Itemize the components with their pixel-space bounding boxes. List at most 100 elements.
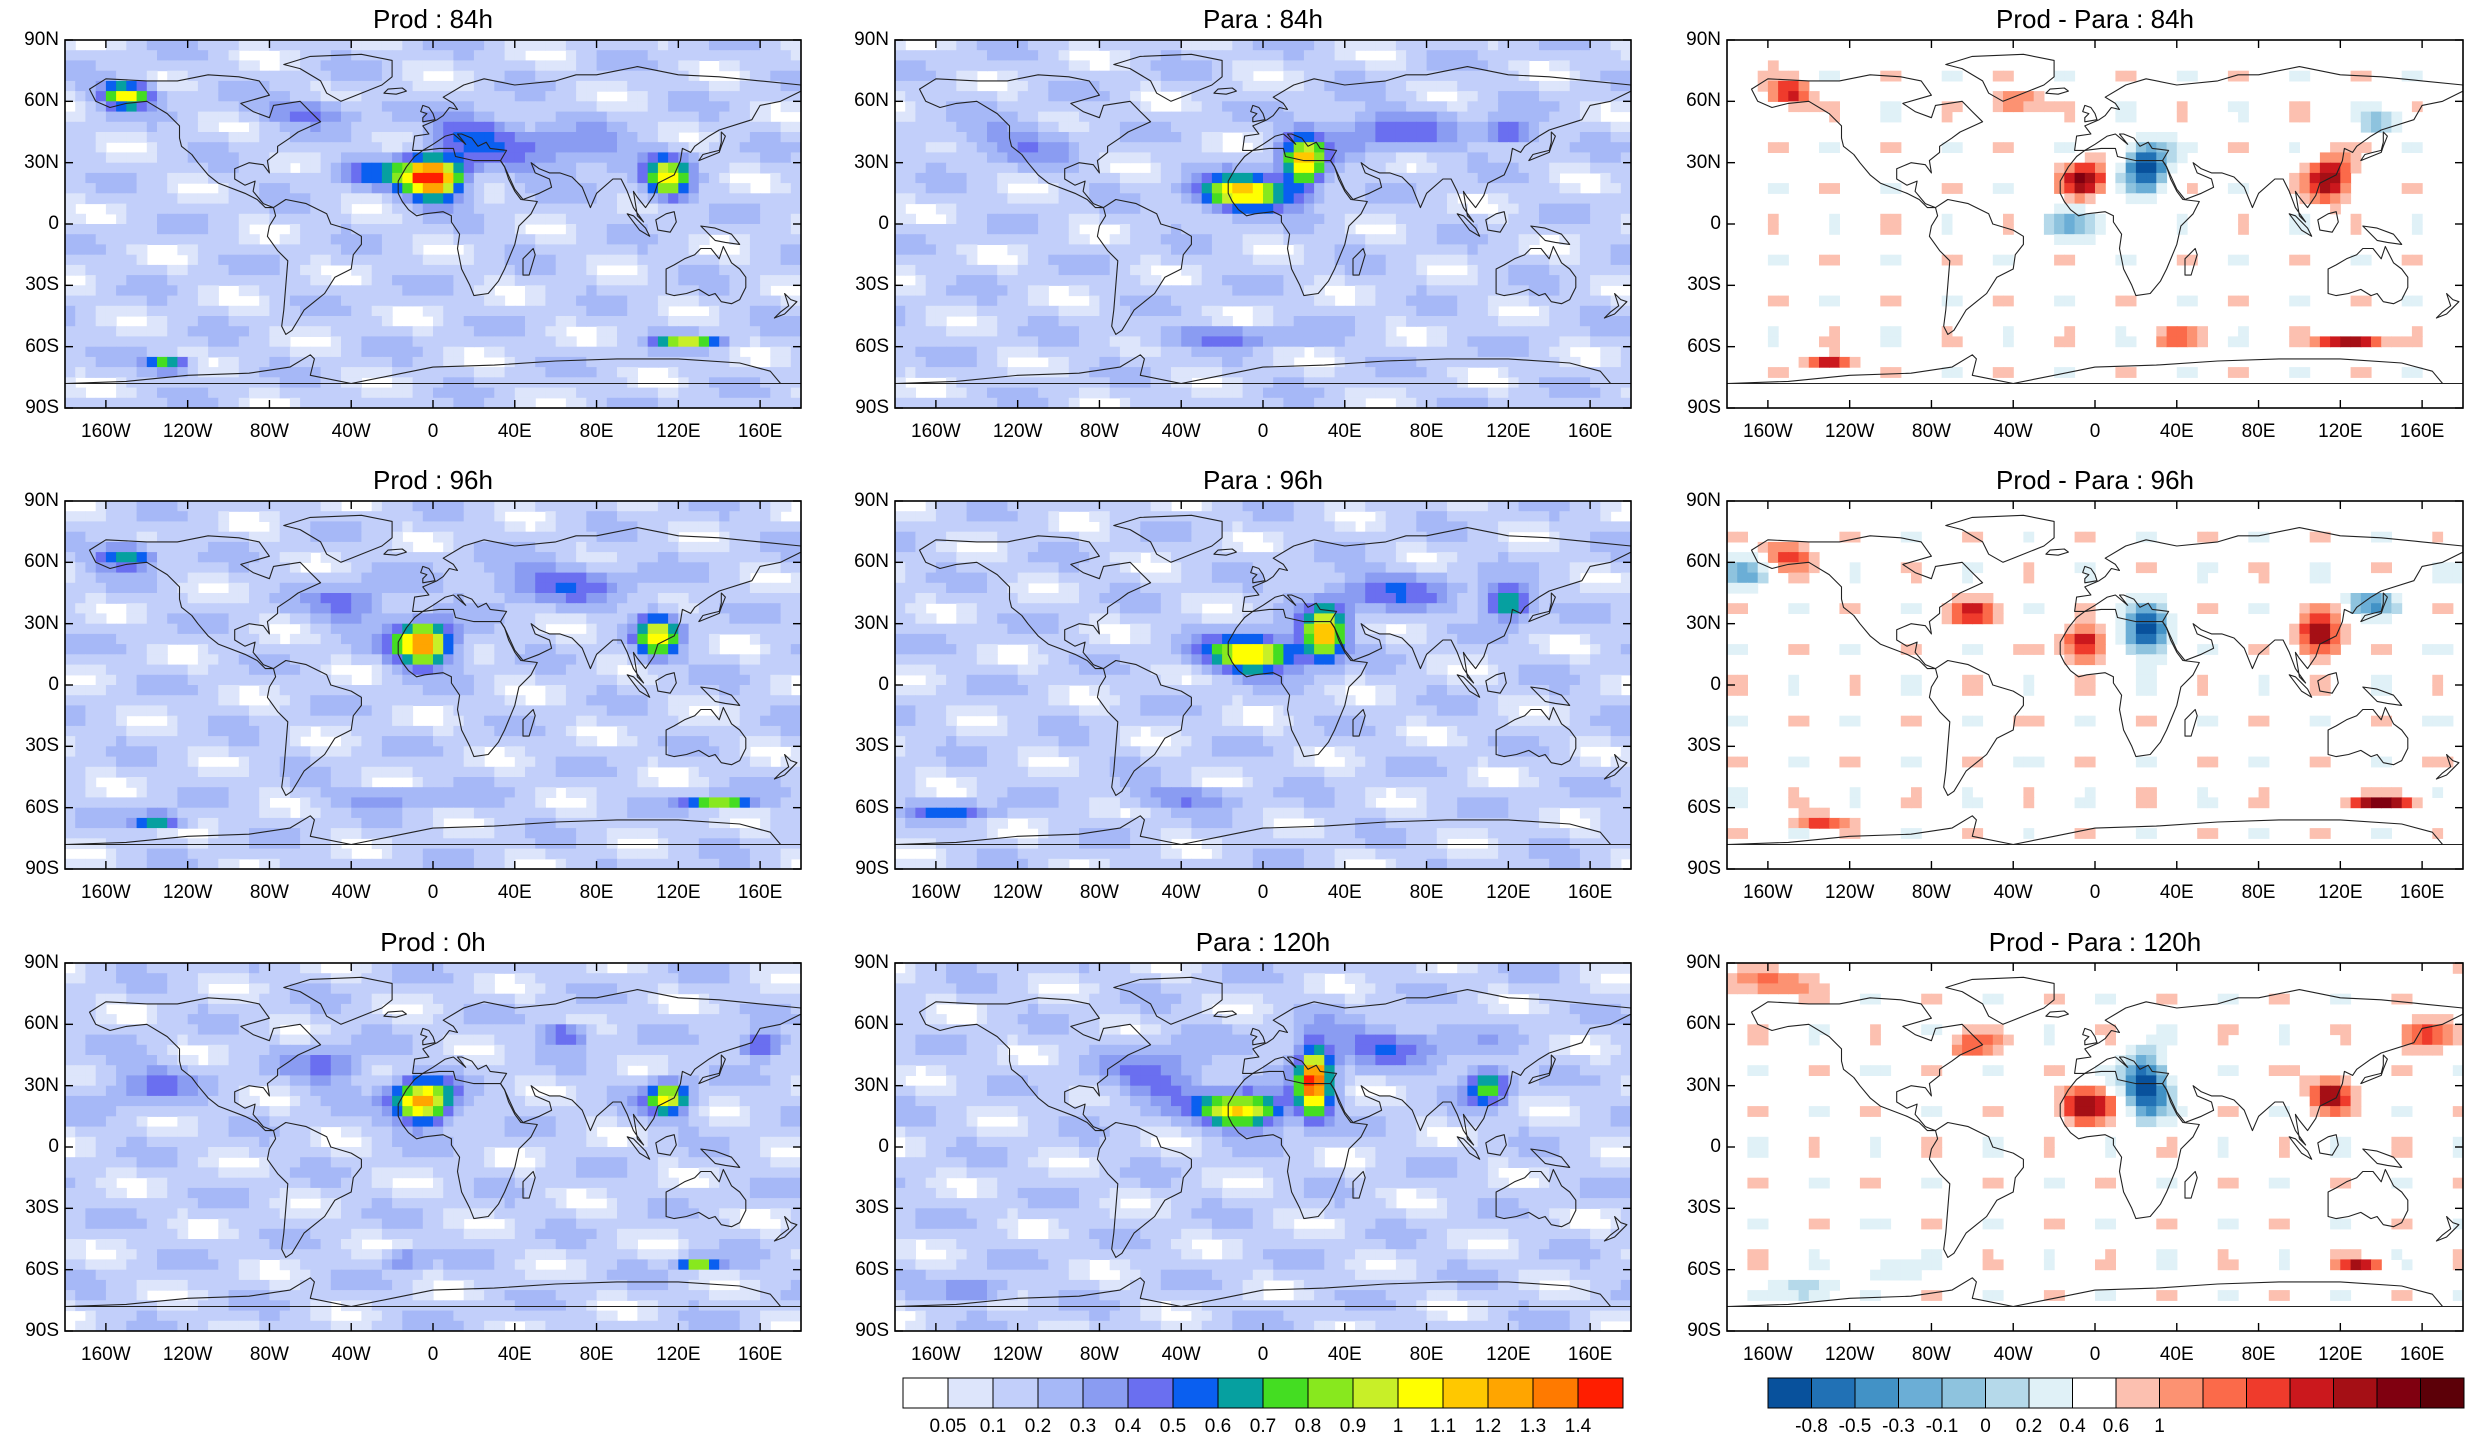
coastlines xyxy=(895,514,1631,846)
colorbar-label: 0.4 xyxy=(1114,1416,1142,1437)
lat-tick-label: 30S xyxy=(1687,735,1721,757)
map-panel-6 xyxy=(1726,500,2464,870)
colorbar-label: 0.7 xyxy=(1249,1416,1277,1437)
colorbar-label: 0.9 xyxy=(1339,1416,1367,1437)
colorbar-box xyxy=(1262,1377,1309,1409)
colorbar-box xyxy=(1487,1377,1534,1409)
lat-tick-label: 30N xyxy=(854,151,889,173)
colorbar-difference xyxy=(1767,1377,2465,1409)
colorbar-box xyxy=(1854,1377,1899,1409)
lon-tick-label: 40W xyxy=(1993,1344,2033,1365)
lon-tick-label: 160W xyxy=(1743,882,1793,903)
lon-tick-label: 40W xyxy=(1161,1344,1201,1365)
colorbar-label: -0.5 xyxy=(1838,1416,1872,1437)
lat-tick-label: 60N xyxy=(24,90,59,112)
colorbar-box xyxy=(1172,1377,1219,1409)
field-grid xyxy=(65,501,801,869)
lon-tick-label: 40W xyxy=(1161,421,1201,442)
lat-tick-label: 90S xyxy=(25,1320,59,1341)
lon-tick-label: 120E xyxy=(656,421,701,442)
coastlines xyxy=(895,53,1631,385)
lat-tick-label: 90S xyxy=(855,1320,889,1341)
coastlines xyxy=(1727,53,2463,385)
colorbar-box xyxy=(1767,1377,1812,1409)
lat-tick-label: 90S xyxy=(1687,1320,1721,1341)
colorbar-label: -0.1 xyxy=(1925,1416,1959,1437)
colorbar-box xyxy=(947,1377,994,1409)
colorbar-label: -0.3 xyxy=(1882,1416,1915,1437)
lon-tick-label: 80W xyxy=(1079,1344,1119,1365)
lon-tick-label: 0 xyxy=(427,1344,439,1365)
lon-tick-label: 120E xyxy=(1486,421,1531,442)
lon-tick-label: 40W xyxy=(1993,882,2033,903)
map-panel-7 xyxy=(64,962,802,1332)
colorbar-box xyxy=(1532,1377,1579,1409)
colorbar-box xyxy=(1352,1377,1399,1409)
colorbar-box xyxy=(2246,1377,2291,1409)
colorbar-box xyxy=(2289,1377,2334,1409)
lat-tick-label: 90S xyxy=(25,858,59,879)
colorbar-label: 0.5 xyxy=(1159,1416,1187,1437)
lat-tick-label: 0 xyxy=(1710,1136,1721,1157)
lon-tick-label: 120E xyxy=(2318,421,2363,442)
lon-tick-label: 120W xyxy=(992,882,1043,903)
tick-marks xyxy=(1727,39,2463,409)
coastlines xyxy=(65,514,801,846)
lat-tick-label: 90S xyxy=(1687,397,1721,418)
lat-tick-label: 90N xyxy=(24,490,59,511)
colorbar-label: 0.6 xyxy=(2102,1416,2130,1437)
lon-tick-label: 0 xyxy=(2089,882,2101,903)
panel-title: Para : 120h xyxy=(1195,927,1331,957)
maps-layer xyxy=(64,39,2464,1332)
lat-tick-label: 60N xyxy=(854,551,889,573)
lon-tick-label: 160W xyxy=(1743,421,1793,442)
lon-tick-label: 120E xyxy=(1486,1344,1531,1365)
lon-tick-label: 160W xyxy=(1743,1344,1793,1365)
colorbar-box xyxy=(1577,1377,1624,1409)
lon-tick-label: 160W xyxy=(911,882,961,903)
lon-tick-label: 80W xyxy=(249,421,289,442)
lat-tick-label: 60S xyxy=(855,796,889,818)
lon-tick-label: 160W xyxy=(911,421,961,442)
colorbar-label: 1 xyxy=(1392,1416,1404,1437)
lon-tick-label: 120W xyxy=(992,421,1043,442)
lat-tick-label: 30N xyxy=(1686,612,1721,634)
field-grid xyxy=(895,963,1631,1331)
colorbar-box xyxy=(2072,1377,2117,1409)
lat-tick-label: 60S xyxy=(25,796,59,818)
lon-tick-label: 80E xyxy=(2241,421,2276,442)
colorbar-label: 0.4 xyxy=(2059,1416,2086,1437)
lat-tick-label: 60N xyxy=(1686,90,1721,112)
lon-tick-label: 80W xyxy=(1079,421,1119,442)
lon-tick-label: 0 xyxy=(2089,1344,2101,1365)
lon-tick-label: 40E xyxy=(2159,1344,2194,1365)
panel-title: Prod - Para : 96h xyxy=(1996,465,2194,495)
coastlines xyxy=(65,53,801,385)
map-panel-3 xyxy=(1726,39,2464,409)
colorbar-label: -0.8 xyxy=(1795,1416,1828,1437)
colorbar-box xyxy=(2115,1377,2160,1409)
map-panel-2 xyxy=(894,39,1632,409)
lon-tick-label: 0 xyxy=(427,882,439,903)
lon-tick-label: 120E xyxy=(1486,882,1531,903)
map-panel-4 xyxy=(64,500,802,870)
lat-tick-label: 60N xyxy=(24,1013,59,1035)
lat-tick-label: 30N xyxy=(854,1074,889,1096)
lat-tick-label: 0 xyxy=(878,1136,889,1157)
colorbar-box xyxy=(1397,1377,1444,1409)
lat-tick-label: 30S xyxy=(855,735,889,757)
lon-tick-label: 120W xyxy=(992,1344,1043,1365)
lon-tick-label: 0 xyxy=(1257,421,1269,442)
colorbar-box xyxy=(2420,1377,2465,1409)
lon-tick-label: 40E xyxy=(497,1344,532,1365)
lon-tick-label: 120E xyxy=(656,1344,701,1365)
colorbar-label: 0.6 xyxy=(1204,1416,1232,1437)
lat-tick-label: 30N xyxy=(24,151,59,173)
colorbar-box xyxy=(1442,1377,1489,1409)
lon-tick-label: 120W xyxy=(1824,882,1875,903)
lat-tick-label: 30S xyxy=(25,274,59,296)
lon-tick-label: 160E xyxy=(737,1344,783,1365)
lon-tick-label: 160E xyxy=(1567,1344,1613,1365)
lon-tick-label: 40E xyxy=(497,421,532,442)
lon-tick-label: 80W xyxy=(1911,882,1951,903)
